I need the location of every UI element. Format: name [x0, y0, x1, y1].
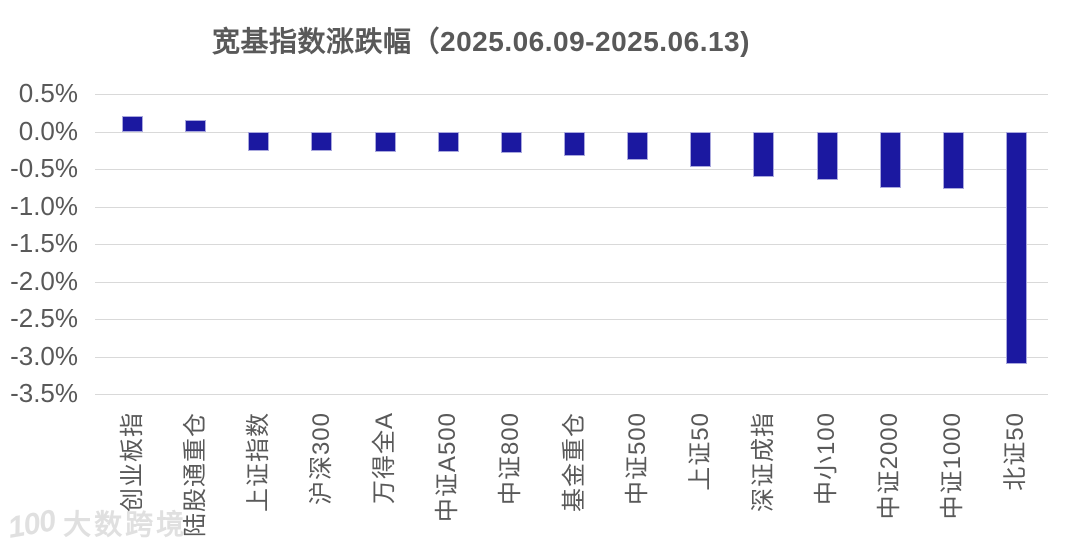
- x-axis-label: 中证800: [497, 412, 525, 506]
- bar: [374, 131, 396, 152]
- bar: [627, 131, 649, 160]
- x-axis-label: 中证2000: [876, 412, 904, 520]
- gridline: [95, 206, 1048, 208]
- gridline: [95, 244, 1048, 245]
- watermark-logo-icon: 100: [5, 504, 58, 545]
- bar: [122, 115, 144, 132]
- y-axis-label: -1.0%: [10, 190, 78, 221]
- y-axis-label: -1.5%: [10, 227, 78, 258]
- bar: [942, 131, 964, 189]
- bar: [753, 131, 775, 177]
- x-axis-label: 中证500: [623, 412, 651, 506]
- bar: [500, 131, 522, 153]
- x-axis-label: 万得全A: [371, 412, 399, 505]
- bar: [248, 131, 270, 151]
- y-axis-label: -0.5%: [10, 152, 78, 183]
- x-axis-label: 陆股通重仓: [181, 412, 209, 537]
- bar: [816, 131, 838, 180]
- bar: [690, 131, 712, 167]
- y-axis-label: -3.0%: [10, 340, 78, 371]
- y-axis-label: -2.0%: [10, 265, 78, 296]
- gridline: [95, 394, 1048, 395]
- gridline: [95, 281, 1048, 283]
- gridline: [95, 169, 1048, 170]
- gridline: [95, 319, 1048, 320]
- x-axis-label: 深证成指: [749, 412, 777, 512]
- x-axis-label: 北证50: [1002, 412, 1030, 491]
- bar: [1005, 131, 1027, 364]
- x-axis-label: 中证A500: [434, 412, 462, 523]
- x-axis-label: 基金重仓: [560, 412, 588, 512]
- y-axis-label: 0.5%: [18, 77, 78, 108]
- x-axis-label: 创业板指: [118, 412, 146, 512]
- y-axis-label: 0.0%: [18, 115, 78, 146]
- watermark: 100 大数跨境: [5, 504, 188, 545]
- x-axis-label: 上证50: [686, 412, 714, 491]
- x-axis-label: 上证指数: [244, 412, 272, 512]
- x-axis-label: 中证1000: [939, 412, 967, 520]
- watermark-text: 大数跨境: [63, 509, 188, 540]
- chart-title: 宽基指数涨跌幅（2025.06.09-2025.06.13): [212, 26, 750, 57]
- gridline: [95, 94, 1048, 95]
- bar: [185, 119, 207, 132]
- y-axis-label: -2.5%: [10, 302, 78, 333]
- gridline: [95, 356, 1048, 358]
- x-axis-label: 中小100: [813, 412, 841, 506]
- y-axis-label: -3.5%: [10, 377, 78, 408]
- bar: [437, 131, 459, 152]
- bar: [564, 131, 585, 157]
- bar: [879, 131, 901, 188]
- x-axis-label: 沪深300: [307, 412, 335, 506]
- bar: [311, 131, 333, 151]
